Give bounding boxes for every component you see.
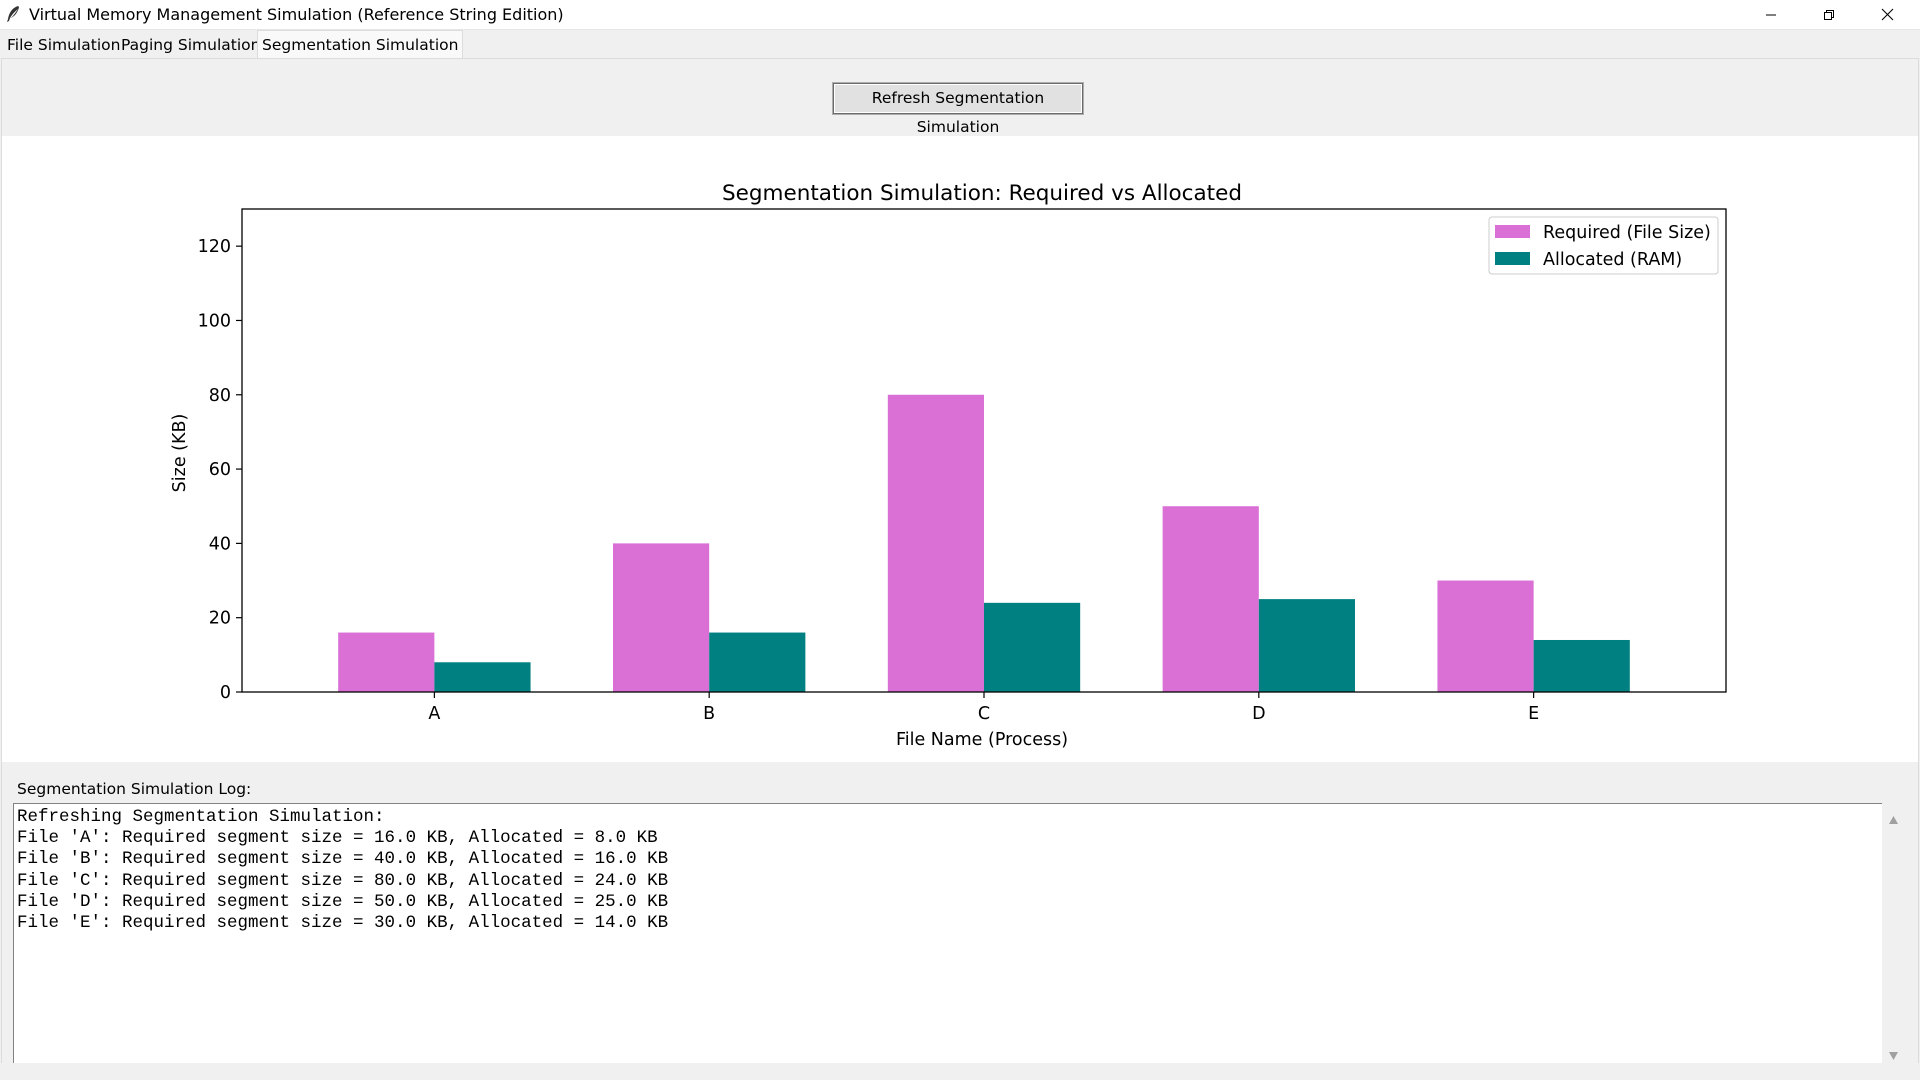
chart-title: Segmentation Simulation: Required vs All… [722, 181, 1242, 206]
chart-legend: Required (File Size) Allocated (RAM) [1488, 216, 1719, 275]
tab-strip: File Simulation Paging Simulation Segmen… [0, 30, 1920, 60]
bar-allocated-D [1258, 599, 1355, 692]
log-line: File 'C': Required segment size = 80.0 K… [17, 870, 669, 891]
y-tick-label: 80 [209, 386, 231, 406]
tab-segmentation-simulation[interactable]: Segmentation Simulation [257, 30, 464, 59]
log-label: Segmentation Simulation Log: [17, 780, 252, 798]
log-line: File 'B': Required segment size = 40.0 K… [17, 849, 669, 870]
y-tick-label: 40 [209, 534, 231, 554]
log-line: File 'A': Required segment size = 16.0 K… [17, 828, 658, 849]
y-tick-label: 20 [209, 609, 231, 629]
restore-button[interactable] [1800, 0, 1858, 29]
bar-required-D [1162, 506, 1259, 692]
bar-allocated-B [709, 632, 806, 692]
bar-allocated-A [434, 662, 531, 692]
bar-chart: Segmentation Simulation: Required vs All… [170, 181, 1727, 750]
legend-swatch-required [1495, 225, 1530, 238]
bar-required-C [887, 394, 984, 692]
legend-swatch-allocated [1495, 252, 1530, 265]
log-textbox[interactable]: Refreshing Segmentation Simulation: File… [13, 803, 1882, 1063]
close-icon [1881, 8, 1894, 21]
legend-label-required: Required (File Size) [1543, 223, 1711, 243]
y-tick-label: 120 [198, 237, 231, 257]
scroll-up-arrow-icon[interactable] [1888, 810, 1899, 824]
restore-icon [1823, 9, 1835, 21]
minimize-icon [1765, 9, 1777, 21]
log-lines: Refreshing Segmentation Simulation: File… [14, 804, 1882, 934]
plot-frame [241, 208, 1727, 693]
y-tick-label: 100 [198, 311, 231, 331]
log-line: File 'D': Required segment size = 50.0 K… [17, 891, 669, 912]
x-tick-label: C [978, 704, 990, 724]
x-tick-label: D [1252, 704, 1265, 724]
log-scrollbar[interactable] [1882, 803, 1905, 1063]
window-title: Virtual Memory Management Simulation (Re… [29, 5, 564, 24]
close-button[interactable] [1858, 0, 1916, 29]
tab-paging-simulation[interactable]: Paging Simulation [121, 36, 261, 54]
feather-icon [4, 5, 22, 23]
log-line: File 'E': Required segment size = 30.0 K… [17, 913, 669, 934]
log-line: Refreshing Segmentation Simulation: [17, 807, 385, 827]
bar-allocated-E [1533, 639, 1630, 692]
legend-label-allocated: Allocated (RAM) [1543, 250, 1682, 270]
bar-required-A [338, 632, 435, 692]
y-tick-label: 60 [209, 460, 231, 480]
bar-allocated-C [984, 602, 1081, 692]
minimize-button[interactable] [1742, 0, 1800, 29]
x-tick-label: A [428, 704, 440, 724]
legend-frame [1488, 216, 1719, 275]
y-axis-label: Size (KB) [170, 414, 190, 493]
x-tick-label: B [703, 704, 715, 724]
x-axis-label: File Name (Process) [896, 730, 1068, 750]
y-tick-label: 0 [220, 683, 231, 703]
bar-required-E [1437, 580, 1534, 692]
tab-file-simulation[interactable]: File Simulation [7, 36, 121, 54]
chart-canvas: Segmentation Simulation: Required vs All… [2, 136, 1918, 762]
scroll-down-arrow-icon[interactable] [1888, 1046, 1899, 1060]
refresh-segmentation-button[interactable]: Refresh Segmentation Simulation [833, 83, 1083, 136]
bar-required-B [613, 543, 710, 692]
x-tick-label: E [1528, 704, 1539, 724]
bottom-strip [0, 1063, 1920, 1080]
title-bar: Virtual Memory Management Simulation (Re… [0, 0, 1920, 30]
